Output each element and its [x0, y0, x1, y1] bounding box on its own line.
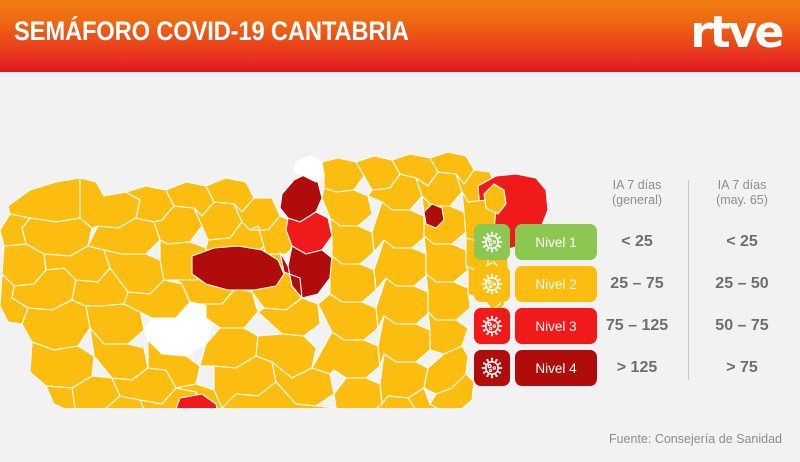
- legend-level-badge[interactable]: Nivel 1: [515, 224, 597, 260]
- map-region: [221, 381, 337, 408]
- legend-value-general: 25 – 75: [610, 275, 664, 292]
- map-region: [425, 273, 471, 321]
- map-region: [293, 155, 325, 183]
- legend-row-list: Nivel 1 < 25 < 25 Nivel 2 25 – 75 25 – 50 Nive…: [470, 224, 790, 392]
- legend-col-header-general: IA 7 días (general): [592, 178, 682, 208]
- legend-col-header-general-line2: (general): [611, 193, 663, 207]
- map-region: [321, 187, 373, 227]
- legend-column-divider: [688, 180, 689, 380]
- map-region: [373, 239, 429, 291]
- legend-value-may65: 25 – 50: [715, 275, 769, 292]
- legend-value-general: < 25: [621, 233, 653, 250]
- map-region: [0, 213, 31, 247]
- legend-row[interactable]: Nivel 2 25 – 75 25 – 50: [470, 266, 790, 302]
- legend-value-may65: > 75: [726, 359, 758, 376]
- legend-row[interactable]: Nivel 3 75 – 125 50 – 75: [470, 308, 790, 344]
- legend-value-may65: 50 – 75: [715, 317, 769, 334]
- map-region: [376, 395, 416, 408]
- map-region: [199, 287, 259, 329]
- cantabria-map: [0, 78, 560, 408]
- legend-level-badge[interactable]: Nivel 2: [515, 266, 597, 302]
- map-region: [329, 217, 375, 265]
- legend-level-badge[interactable]: Nivel 4: [515, 350, 597, 386]
- map-region: [483, 183, 507, 215]
- virus-icon: [474, 308, 510, 344]
- map-region: [285, 211, 333, 255]
- map-region: [317, 293, 379, 341]
- legend: IA 7 días (general) IA 7 días (may. 65) …: [470, 178, 790, 390]
- virus-icon: [474, 266, 510, 302]
- map-region: [21, 299, 91, 351]
- map-region: [333, 377, 383, 408]
- legend-level-badge[interactable]: Nivel 3: [515, 308, 597, 344]
- map-region: [423, 235, 469, 283]
- header-bar: SEMÁFORO COVID-19 CANTABRIA rtve: [0, 0, 800, 68]
- map-region: [367, 173, 423, 211]
- map-region: [407, 387, 438, 408]
- map-region: [279, 173, 323, 223]
- map-svg: [0, 151, 549, 408]
- legend-value-general: 75 – 125: [605, 317, 669, 334]
- legend-col-header-may65: IA 7 días (may. 65): [697, 178, 787, 208]
- legend-row[interactable]: Nivel 4 > 125 > 75: [470, 350, 790, 386]
- map-region: [329, 255, 377, 303]
- map-region: [257, 297, 321, 337]
- legend-column-headers: IA 7 días (general) IA 7 días (may. 65): [592, 178, 790, 380]
- map-region: [45, 385, 76, 408]
- virus-icon: [474, 224, 510, 260]
- header-underline: [0, 68, 800, 72]
- legend-col-header-may65-line2: (may. 65): [716, 193, 768, 207]
- legend-col-header-may65-line1: IA 7 días: [717, 178, 767, 192]
- map-region: [371, 201, 427, 253]
- virus-icon: [474, 350, 510, 386]
- source-credit: Fuente: Consejería de Sanidad: [608, 432, 782, 446]
- legend-row[interactable]: Nivel 1 < 25 < 25: [470, 224, 790, 260]
- map-region: [191, 245, 285, 291]
- rtve-logo: rtve: [690, 7, 784, 58]
- map-region-group: [0, 151, 549, 408]
- legend-value-general: > 125: [616, 359, 658, 376]
- map-region: [175, 393, 218, 408]
- map-region: [87, 217, 161, 255]
- map-region: [279, 251, 303, 299]
- map-region: [0, 273, 29, 325]
- page-title: SEMÁFORO COVID-19 CANTABRIA: [14, 16, 409, 46]
- map-region: [423, 203, 445, 229]
- legend-col-header-general-line1: IA 7 días: [612, 178, 662, 192]
- legend-value-may65: < 25: [726, 233, 758, 250]
